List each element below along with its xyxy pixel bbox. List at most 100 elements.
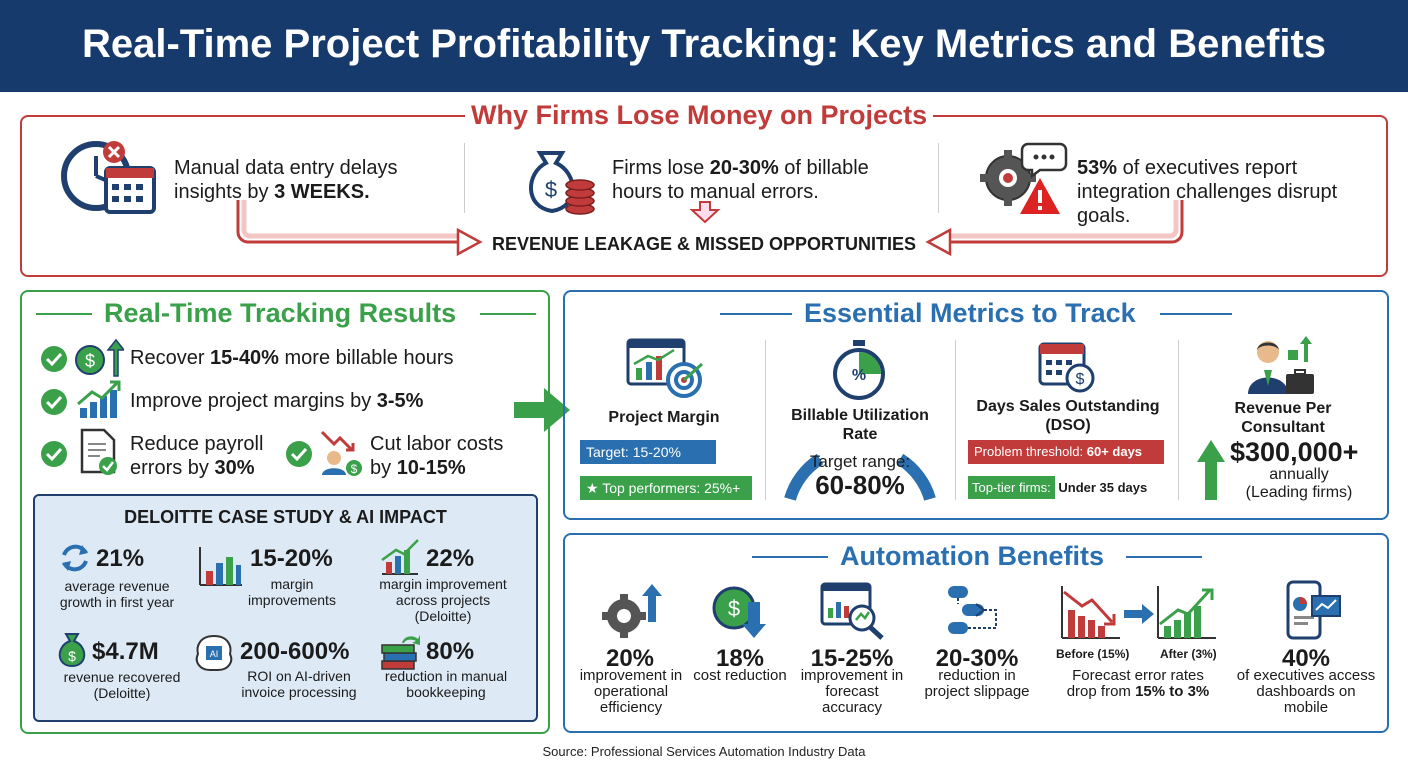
metrics-divider-2 — [955, 340, 956, 500]
source-note: Source: Professional Services Automation… — [542, 744, 866, 759]
svg-text:$: $ — [1076, 371, 1085, 388]
svg-text:$: $ — [68, 648, 76, 664]
ai-brain-icon: AI — [195, 634, 233, 671]
why-title-line-left — [350, 115, 460, 117]
chart-down-icon — [1061, 586, 1120, 639]
results-title: Real-Time Tracking Results — [98, 298, 463, 329]
forecast-text: Forecast error rates drop from 15% to 3% — [1066, 667, 1210, 700]
check-icon — [41, 346, 67, 372]
svg-text:$: $ — [728, 596, 740, 621]
result-item-4: Cut labor costs by 10-15% — [370, 433, 504, 479]
leakage-arrows — [236, 200, 1184, 257]
dso-top: Top-tier firms: Under 35 days — [968, 476, 1166, 500]
metrics-divider-3 — [1178, 340, 1179, 500]
why-divider-1 — [464, 143, 465, 213]
forecast-after-label: After (3%) — [1160, 647, 1217, 661]
automation-line-left — [752, 556, 828, 558]
metrics-line-left — [720, 313, 792, 315]
gear-up-icon — [602, 584, 662, 638]
automation-section — [563, 533, 1389, 733]
case-stat-3-label: margin improvement across projects (Delo… — [379, 576, 507, 624]
green-connector-arrow — [514, 388, 570, 432]
case-stat-4-value: $4.7M — [92, 638, 159, 665]
why-title-line-right — [948, 115, 1058, 117]
calendar-dollar-icon: $ — [1038, 342, 1095, 393]
money-bag-icon: $ — [58, 633, 86, 668]
svg-text:$: $ — [351, 462, 358, 476]
results-line-left — [36, 313, 92, 315]
automation-stat-4-label: reduction in project slippage — [924, 667, 1030, 700]
why-item-1-text: Manual data entry delays insights by 3 W… — [174, 157, 398, 203]
automation-title: Automation Benefits — [834, 541, 1111, 572]
utilization-gauge — [784, 453, 936, 501]
case-stat-1-value: 21% — [96, 545, 145, 572]
automation-stat-1-label: improvement in operational efficiency — [579, 667, 683, 716]
project-margin-top: ★ Top performers: 25%+ — [580, 476, 752, 500]
result-item-1: Recover 15-40% more billable hours — [130, 347, 454, 369]
revenue-leakage-label: REVENUE LEAKAGE & MISSED OPPORTUNITIES — [491, 234, 917, 254]
forecast-before-label: Before (15%) — [1056, 647, 1130, 661]
metrics-line-right — [1160, 313, 1232, 315]
metrics-title: Essential Metrics to Track — [798, 298, 1142, 329]
case-stat-4-label: revenue recovered (Deloitte) — [63, 669, 181, 701]
consultant-briefcase-icon — [1248, 336, 1314, 394]
why-title: Why Firms Lose Money on Projects — [465, 100, 934, 131]
automation-stat-5-value: 40% — [1281, 645, 1331, 672]
dso-problem: Problem threshold: 60+ days — [968, 440, 1164, 464]
chart-up-icon — [1157, 586, 1216, 639]
case-study-panel — [33, 494, 538, 722]
growth-chart-icon — [381, 539, 419, 575]
result-item-3: Reduce payroll errors by 30% — [130, 433, 264, 479]
revenue-label: Revenue Per Consultant — [1234, 400, 1332, 436]
project-margin-target: Target: 15-20% — [580, 440, 716, 464]
svg-text:$: $ — [85, 351, 95, 371]
case-stat-3-value: 22% — [426, 545, 475, 572]
target-chart-icon — [626, 338, 703, 398]
results-line-right — [480, 313, 536, 315]
check-icon — [41, 389, 67, 415]
worker-down-arrow-icon: $ — [320, 430, 362, 476]
case-stat-5-label: ROI on AI-driven invoice processing — [241, 668, 357, 700]
page-title: Real-Time Project Profitability Tracking… — [81, 22, 1327, 66]
dollar-up-icon: $ — [75, 338, 124, 377]
check-icon — [41, 441, 67, 467]
document-check-icon — [80, 428, 117, 475]
metrics-divider-1 — [765, 340, 766, 500]
money-bag-coins-icon: $ — [518, 135, 598, 217]
billable-label: Billable Utilization Rate — [791, 407, 929, 443]
results-section — [20, 290, 550, 734]
case-stat-2-value: 15-20% — [250, 545, 333, 572]
automation-line-right — [1126, 556, 1202, 558]
forecast-magnifier-icon — [820, 582, 884, 640]
revenue-value: $300,000+ — [1230, 437, 1359, 467]
check-icon — [286, 441, 312, 467]
case-study-title: DELOITTE CASE STUDY & AI IMPACT — [124, 507, 447, 527]
up-arrow-icon — [1197, 440, 1225, 500]
automation-stat-2-label: cost reduction — [693, 667, 787, 684]
why-divider-2 — [938, 143, 939, 213]
case-stat-6-value: 80% — [426, 638, 475, 665]
billable-range-label: Target range: — [809, 452, 911, 471]
dollar-down-icon: $ — [712, 586, 766, 638]
stopwatch-icon: % — [833, 340, 885, 400]
right-arrow-icon — [1124, 604, 1154, 624]
workflow-icon — [948, 586, 997, 634]
dso-label: Days Sales Outstanding (DSO) — [976, 398, 1160, 434]
result-item-2: Improve project margins by 3-5% — [130, 390, 424, 412]
case-stat-6-label: reduction in manual bookkeeping — [384, 668, 508, 700]
revenue-sub: annually (Leading firms) — [1245, 466, 1353, 501]
automation-stat-3-value: 15-25% — [810, 645, 894, 672]
bar-chart-up-icon — [77, 380, 121, 418]
why-item-3-text: 53% of executives report integration cha… — [1077, 157, 1338, 227]
automation-stat-3-label: improvement in forecast accuracy — [800, 667, 904, 716]
case-stat-1-label: average revenue growth in first year — [59, 578, 175, 610]
svg-text:%: % — [852, 367, 866, 384]
billable-range-value: 60-80% — [815, 470, 905, 500]
case-stat-2-label: margin improvements — [248, 576, 336, 608]
refresh-icon — [62, 544, 88, 572]
books-stack-icon — [381, 635, 420, 670]
project-margin-label: Project Margin — [608, 409, 720, 426]
header-bar — [0, 0, 1408, 92]
gear-warning-icon — [978, 138, 1068, 218]
case-stat-5-value: 200-600% — [240, 638, 350, 665]
